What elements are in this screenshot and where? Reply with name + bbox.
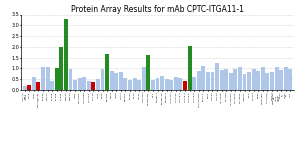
Bar: [137, 80, 141, 90]
Bar: [114, 73, 118, 90]
Bar: [288, 69, 292, 90]
Bar: [78, 78, 82, 90]
Bar: [261, 67, 265, 90]
Bar: [178, 78, 182, 90]
Bar: [279, 70, 283, 90]
Bar: [82, 77, 86, 90]
Bar: [100, 69, 104, 90]
Bar: [133, 78, 136, 90]
Bar: [169, 80, 173, 90]
Bar: [224, 69, 228, 90]
Bar: [215, 63, 219, 90]
Bar: [128, 80, 132, 90]
Bar: [73, 80, 77, 90]
Bar: [192, 77, 196, 90]
Bar: [201, 66, 205, 90]
Bar: [270, 72, 274, 90]
Bar: [156, 78, 159, 90]
Bar: [32, 77, 36, 90]
Bar: [247, 72, 251, 90]
Bar: [160, 76, 164, 90]
Bar: [165, 79, 169, 90]
Bar: [142, 67, 146, 90]
Bar: [174, 77, 178, 90]
Bar: [183, 81, 187, 90]
Bar: [41, 67, 45, 90]
Bar: [220, 70, 224, 90]
Bar: [59, 47, 63, 90]
Bar: [197, 71, 201, 90]
Bar: [252, 69, 256, 90]
Bar: [50, 81, 54, 90]
Bar: [206, 72, 210, 90]
Bar: [64, 19, 68, 90]
Bar: [110, 71, 114, 90]
Bar: [238, 67, 242, 90]
Bar: [229, 73, 233, 90]
Bar: [266, 73, 269, 90]
Bar: [37, 82, 41, 90]
Bar: [211, 72, 214, 90]
Bar: [23, 86, 27, 90]
Bar: [119, 72, 123, 90]
Bar: [68, 69, 72, 90]
Bar: [55, 68, 59, 90]
Bar: [146, 55, 150, 90]
Bar: [92, 82, 95, 90]
Bar: [124, 78, 128, 90]
Bar: [233, 69, 237, 90]
Bar: [243, 74, 247, 90]
Bar: [284, 67, 288, 90]
Bar: [27, 85, 31, 90]
Title: Protein Array Results for mAb CPTC-ITGA11-1: Protein Array Results for mAb CPTC-ITGA1…: [71, 5, 244, 14]
Bar: [105, 54, 109, 90]
Bar: [87, 81, 91, 90]
Bar: [274, 67, 278, 90]
Bar: [256, 71, 260, 90]
Bar: [46, 67, 50, 90]
Bar: [96, 79, 100, 90]
Bar: [151, 80, 155, 90]
Bar: [188, 46, 191, 90]
